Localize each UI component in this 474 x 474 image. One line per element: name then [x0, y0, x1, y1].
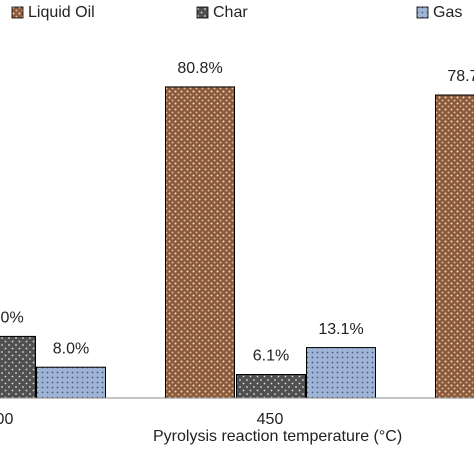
legend-label: Gas — [433, 4, 462, 21]
data-label: 13.1% — [318, 321, 363, 338]
x-tick-label: 450 — [257, 411, 284, 428]
legend-swatch — [196, 6, 209, 19]
bar — [435, 94, 474, 399]
data-label: 78.7% — [447, 68, 474, 85]
data-label: 16.0% — [0, 310, 24, 327]
bar — [0, 335, 36, 399]
data-label: 80.8% — [177, 60, 222, 77]
legend-label: Liquid Oil — [28, 4, 95, 21]
bar — [306, 347, 376, 399]
x-tick-label: 400 — [0, 411, 13, 428]
legend-swatch — [416, 6, 429, 19]
legend-swatch — [11, 6, 24, 19]
x-axis-title: Pyrolysis reaction temperature (°C) — [153, 428, 402, 445]
data-label: 8.0% — [53, 340, 89, 357]
bar — [236, 374, 306, 399]
legend-label: Char — [213, 4, 248, 21]
bar — [165, 86, 235, 399]
bar — [36, 366, 106, 399]
data-label: 6.1% — [253, 348, 289, 365]
